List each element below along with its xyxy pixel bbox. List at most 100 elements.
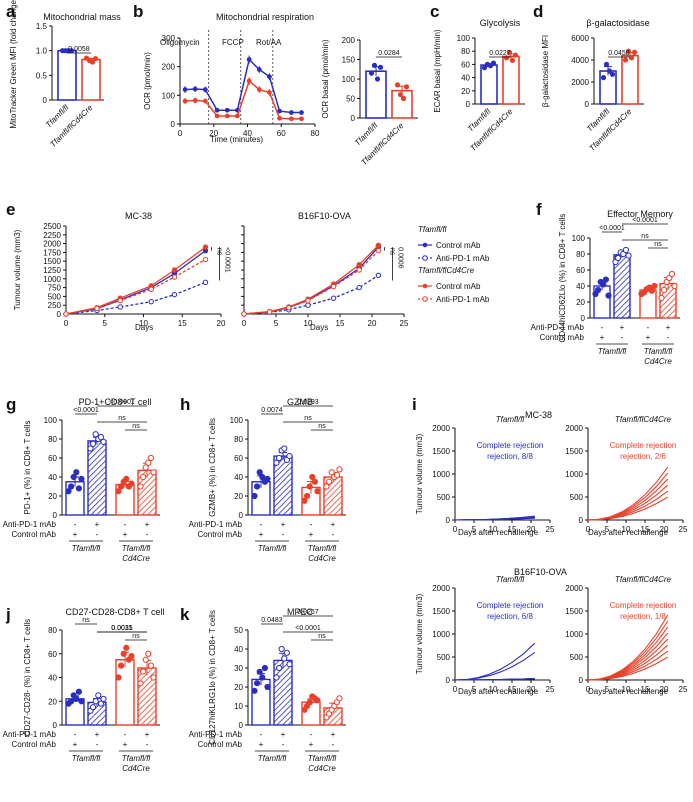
i-xtick-label: 0	[453, 525, 458, 534]
i-rejection-count: rejection, 2/6	[620, 452, 666, 461]
d-ylabel: β-galactosidase MFI	[541, 35, 550, 107]
b-point	[182, 87, 188, 92]
d-title: β-galactosidase	[586, 18, 649, 28]
j-point	[75, 688, 83, 695]
e2-xtick-label: 5	[274, 319, 279, 328]
k-ctrl-sign: -	[282, 740, 285, 749]
h-anti-sign: +	[331, 520, 336, 529]
k-ytick-label: 50	[234, 626, 243, 635]
j-title: CD27-CD28-CD8+ T cell	[66, 607, 165, 617]
a-point	[89, 59, 96, 65]
i-xtick-label: 20	[527, 685, 536, 694]
e1-ytick-label: 2500	[43, 222, 61, 231]
j-pvalue: 0.0031	[111, 625, 133, 632]
f-point	[625, 252, 632, 259]
b-point	[256, 67, 262, 72]
f-anti-sign: +	[620, 323, 625, 332]
e2-xtick-label: 20	[368, 319, 377, 328]
g-geno-2b: Cd4Cre	[122, 554, 150, 563]
b-xtick-label: 40	[243, 129, 252, 138]
e2-pvalue: ns	[388, 248, 395, 256]
h-ytick-label: 100	[230, 416, 244, 425]
e2-point	[356, 284, 362, 291]
j-pvalue: ns	[132, 633, 140, 640]
panel-label-a: a	[6, 2, 16, 21]
g-pvalue: ns	[132, 423, 140, 430]
h-title: GZMB	[287, 397, 313, 407]
a-ytick-label: 1.5	[36, 22, 48, 31]
g-point	[90, 440, 97, 447]
g-ctrl-label: Control mAb	[12, 530, 57, 539]
h-point	[306, 483, 313, 490]
f-point	[671, 282, 678, 290]
rotaa-label: Rot/AA	[256, 38, 282, 47]
c-ytick-label: 100	[457, 34, 471, 43]
g-point	[145, 459, 152, 466]
e1-point	[202, 279, 209, 286]
g-point	[92, 431, 99, 438]
i-ytick-label: 0	[579, 516, 584, 525]
e2-point	[266, 309, 273, 315]
j-ctrl-label: Control mAb	[12, 740, 57, 749]
f-anti-sign: -	[601, 323, 604, 332]
g-point	[123, 475, 130, 482]
i-ytick-label: 1000	[565, 470, 583, 479]
legend-cd4-title: Tfamfl/flCd4Cre	[418, 266, 475, 275]
i-genotype: Tfamfl/flCd4Cre	[615, 575, 672, 584]
j-point	[97, 700, 105, 707]
b2-point	[368, 70, 375, 76]
h-ctrl-sign: +	[259, 530, 264, 539]
h-point	[256, 469, 263, 476]
i-rejection-count: rejection, 6/8	[487, 612, 533, 621]
i-xtick-label: 15	[641, 525, 650, 534]
b-point	[277, 108, 282, 114]
e2-point	[356, 262, 362, 268]
e1-point	[148, 298, 154, 305]
b2-ytick-label: 200	[342, 36, 356, 45]
j-point	[73, 695, 80, 702]
d-bar	[621, 54, 639, 105]
i-ytick-label: 500	[570, 493, 584, 502]
i-xtick-label: 0	[586, 525, 591, 534]
g-point	[65, 488, 72, 495]
j-point	[115, 674, 122, 681]
k-pvalue: ns	[318, 633, 326, 640]
e2-xtick-label: 10	[304, 319, 313, 328]
e1-ytick-label: 1500	[43, 257, 61, 266]
b-ytick-label: 200	[162, 63, 176, 72]
j-ytick-label: 60	[48, 650, 57, 659]
h-ytick-label: 0	[239, 511, 244, 520]
d-ytick-label: 6000	[571, 34, 589, 43]
j-pvalue: ns	[82, 617, 90, 624]
k-anti-sign: -	[260, 730, 263, 739]
i-xtick-label: 20	[660, 685, 669, 694]
k-pvalue: 0.0267	[297, 609, 319, 616]
e1-xtick-label: 20	[217, 319, 226, 328]
g-bar	[87, 440, 107, 516]
e1-series-line	[65, 258, 206, 315]
f-pvalue: <0.0001	[632, 217, 658, 224]
i-xtick-label: 25	[546, 685, 555, 694]
f-point	[602, 276, 610, 283]
k-geno-2b: Cd4Cre	[308, 764, 336, 773]
b-ylabel: OCR (pmol/min)	[143, 52, 152, 110]
j-anti-sign: +	[145, 730, 150, 739]
b-series-line	[185, 58, 302, 114]
e1-point	[202, 244, 209, 250]
c-point	[490, 60, 497, 66]
e2-point	[305, 302, 311, 308]
g-geno-1: Tfamfl/fl	[72, 544, 101, 553]
h-point	[286, 453, 293, 460]
h-point	[281, 445, 288, 452]
b-point	[202, 87, 208, 92]
h-point	[304, 492, 311, 500]
k-point	[251, 687, 258, 694]
i-ytick-label: 1500	[565, 607, 583, 616]
c-bar	[480, 64, 498, 105]
f-point	[622, 246, 630, 254]
j-point	[92, 698, 99, 705]
f-ytick-label: 20	[576, 298, 585, 307]
j-point	[123, 644, 130, 651]
e2-point	[356, 267, 362, 273]
e2-series-line	[243, 246, 379, 315]
